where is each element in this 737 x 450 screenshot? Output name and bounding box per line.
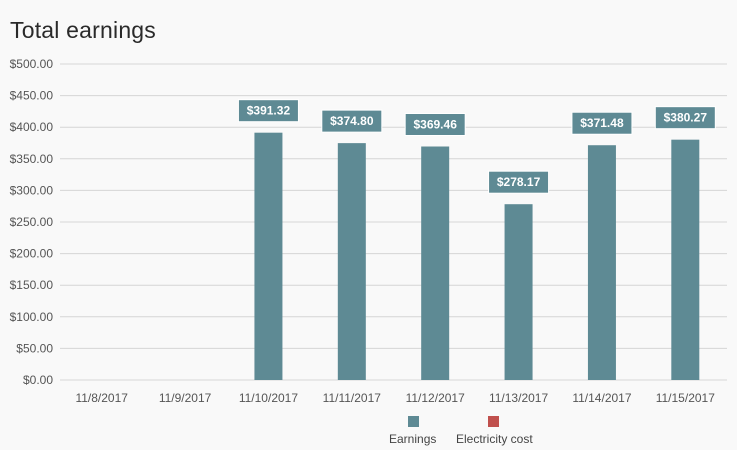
x-tick-label: 11/9/2017 — [159, 391, 212, 405]
bar-chart: $0.00 $50.00 $100.00 $150.00 $200.00 $250.00 $… — [10, 57, 727, 405]
data-label: $374.80 — [330, 114, 374, 128]
legend-swatch-electricity — [488, 416, 499, 427]
bar — [504, 204, 533, 380]
legend-label-electricity: Electricity cost — [456, 432, 533, 446]
data-label: $278.17 — [497, 175, 541, 189]
data-label-box — [571, 111, 633, 135]
data-label-box — [404, 113, 466, 137]
y-tick-label: $250.00 — [10, 215, 54, 229]
x-tick-label: 11/11/2017 — [323, 391, 382, 405]
data-label-box — [654, 106, 716, 130]
x-tick-label: 11/14/2017 — [572, 391, 631, 405]
data-label: $380.27 — [664, 111, 708, 125]
legend-swatch-earnings — [408, 416, 419, 427]
bar — [587, 145, 616, 380]
data-label-box — [237, 99, 299, 123]
data-label-box — [488, 170, 550, 194]
chart-title: Total earnings — [10, 17, 156, 43]
data-label: $369.46 — [413, 118, 457, 132]
y-tick-label: $400.00 — [10, 120, 54, 134]
legend: Earnings Electricity cost — [0, 410, 737, 450]
y-tick-label: $200.00 — [10, 247, 54, 261]
y-tick-label: $350.00 — [10, 152, 54, 166]
bar — [337, 143, 366, 380]
y-tick-label: $500.00 — [10, 57, 54, 71]
bar — [671, 139, 700, 380]
bar — [254, 132, 283, 380]
bar — [421, 146, 450, 380]
x-tick-label: 11/8/2017 — [75, 391, 128, 405]
legend-label-earnings: Earnings — [389, 432, 437, 446]
x-tick-label: 11/15/2017 — [656, 391, 715, 405]
x-tick-label: 11/12/2017 — [406, 391, 465, 405]
data-label-box — [321, 109, 383, 133]
x-tick-label: 11/13/2017 — [489, 391, 548, 405]
x-tick-label: 11/10/2017 — [239, 391, 298, 405]
data-label: $371.48 — [580, 116, 624, 130]
y-tick-label: $0.00 — [23, 373, 53, 387]
y-tick-label: $50.00 — [16, 341, 53, 355]
y-tick-label: $100.00 — [10, 310, 54, 324]
y-tick-label: $150.00 — [10, 278, 54, 292]
y-tick-label: $450.00 — [10, 89, 54, 103]
y-tick-label: $300.00 — [10, 183, 54, 197]
data-label: $391.32 — [247, 104, 291, 118]
